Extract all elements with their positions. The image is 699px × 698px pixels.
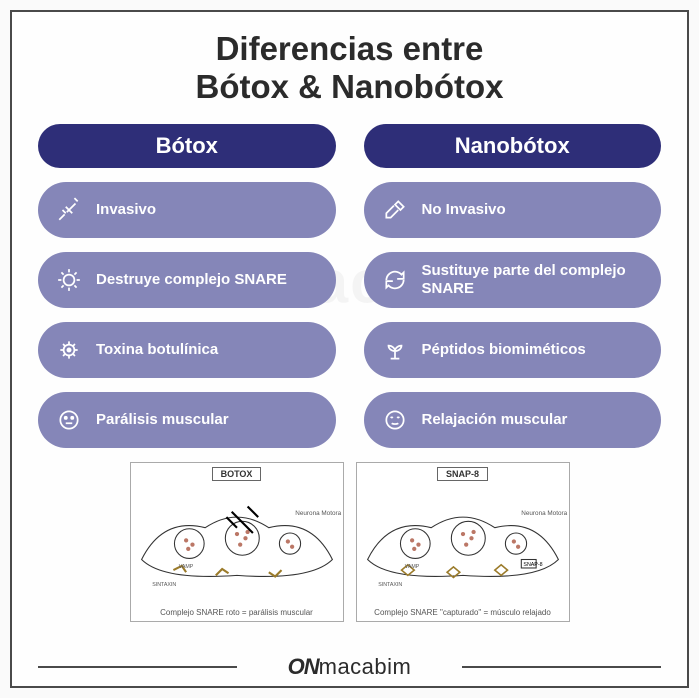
relax-face-icon	[382, 407, 408, 433]
infographic-frame: ONmacabim Diferencias entre Bótox & Nano…	[10, 10, 689, 688]
main-title: Diferencias entre Bótox & Nanobótox	[38, 30, 661, 106]
item-paralisis: Parálisis muscular	[38, 392, 336, 448]
column-nanobotox: Nanobótox No Invasivo Sustituye parte de…	[364, 124, 662, 448]
column-header-nanobotox: Nanobótox	[364, 124, 662, 168]
item-label: Invasivo	[96, 201, 318, 219]
mechanism-diagram: BOTOX Neurona Motora VAMP SINTAXIN Compl…	[130, 462, 570, 622]
cycle-icon	[382, 267, 408, 293]
item-label: Toxina botulínica	[96, 341, 318, 359]
dropper-icon	[382, 197, 408, 223]
item-label: Parálisis muscular	[96, 411, 318, 429]
title-line-1: Diferencias entre	[38, 30, 661, 68]
item-toxina: Toxina botulínica	[38, 322, 336, 378]
svg-text:VAMP: VAMP	[404, 564, 419, 570]
footer-logo: ONmacabim	[38, 652, 661, 680]
diagram-panel-botox: BOTOX Neurona Motora VAMP SINTAXIN Compl…	[130, 462, 344, 622]
virus-icon	[56, 337, 82, 363]
item-label: Sustituye parte del complejo SNARE	[422, 262, 644, 298]
panel-title: SNAP-8	[437, 467, 488, 481]
comparison-columns: Bótox Invasivo Destruye complejo SNARE T…	[38, 124, 661, 448]
item-relajacion: Relajación muscular	[364, 392, 662, 448]
item-destruye-snare: Destruye complejo SNARE	[38, 252, 336, 308]
logo-brand: macabim	[319, 654, 412, 679]
face-icon	[56, 407, 82, 433]
svg-text:VAMP: VAMP	[178, 564, 193, 570]
item-label: Péptidos biomiméticos	[422, 341, 644, 359]
item-label: No Invasivo	[422, 201, 644, 219]
item-label: Relajación muscular	[422, 411, 644, 429]
svg-text:SINTAXIN: SINTAXIN	[378, 582, 402, 588]
item-peptidos: Péptidos biomiméticos	[364, 322, 662, 378]
title-line-2: Bótox & Nanobótox	[38, 68, 661, 106]
item-no-invasivo: No Invasivo	[364, 182, 662, 238]
neuron-label: Neurona Motora	[295, 510, 341, 517]
sprout-icon	[382, 337, 408, 363]
item-label: Destruye complejo SNARE	[96, 271, 318, 289]
column-header-botox: Bótox	[38, 124, 336, 168]
svg-text:Neurona Motora: Neurona Motora	[521, 510, 567, 517]
burst-icon	[56, 267, 82, 293]
panel-caption: Complejo SNARE "capturado" = músculo rel…	[370, 606, 555, 621]
item-invasivo: Invasivo	[38, 182, 336, 238]
neuron-schematic-snap8: SNAP-8 Neurona Motora VAMP SINTAXIN	[357, 481, 569, 606]
neuron-schematic-botox: Neurona Motora VAMP SINTAXIN	[131, 481, 343, 606]
column-botox: Bótox Invasivo Destruye complejo SNARE T…	[38, 124, 336, 448]
panel-caption: Complejo SNARE roto = parálisis muscular	[156, 606, 317, 621]
syringe-icon	[56, 197, 82, 223]
item-sustituye-snare: Sustituye parte del complejo SNARE	[364, 252, 662, 308]
svg-text:SNAP-8: SNAP-8	[523, 562, 542, 568]
panel-title: BOTOX	[212, 467, 262, 481]
svg-text:SINTAXIN: SINTAXIN	[152, 582, 176, 588]
logo-on: ON	[288, 654, 319, 679]
diagram-panel-snap8: SNAP-8 SNAP-8 Neurona Motora VAMP SINTAX…	[356, 462, 570, 622]
